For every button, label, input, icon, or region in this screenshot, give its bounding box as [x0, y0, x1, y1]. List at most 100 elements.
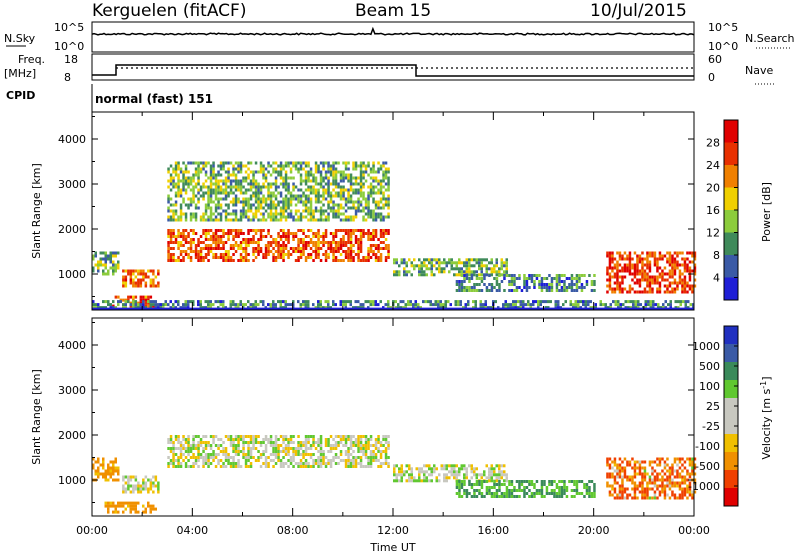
velocity-echo-cell: [372, 453, 375, 456]
power-echo-cell: [272, 167, 275, 171]
power-echo-cell: [633, 275, 637, 279]
power-echo-cell: [671, 257, 674, 261]
power-echo-cell: [545, 277, 549, 280]
power-echo-cell: [289, 209, 293, 213]
velocity-echo-cell: [676, 484, 679, 488]
power-echo-cell: [132, 284, 135, 288]
power-echo-cell: [681, 284, 684, 288]
power-echo-cell: [646, 251, 649, 255]
velocity-echo-cell: [137, 484, 140, 488]
velocity-echo-cell: [152, 475, 155, 479]
velocity-echo-cell: [473, 467, 476, 471]
velocity-echo-cell: [450, 464, 453, 468]
power-echo-cell: [239, 244, 243, 247]
velocity-echo-cell: [167, 465, 170, 468]
power-echo-cell: [199, 306, 202, 310]
velocity-echo-cell: [387, 441, 390, 444]
power-echo-cell: [508, 283, 511, 286]
power-echo-cell: [299, 161, 303, 165]
velocity-echo-cell: [423, 464, 426, 468]
power-echo-cell: [192, 188, 195, 192]
power-echo-cell: [691, 251, 694, 255]
velocity-echo-cell: [626, 496, 629, 500]
power-echo-cell: [169, 209, 173, 213]
velocity-echo-cell: [400, 473, 403, 477]
velocity-echo-cell: [204, 441, 208, 444]
power-echo-cell: [272, 256, 275, 259]
velocity-echo-cell: [498, 495, 501, 498]
power-echo-cell: [692, 303, 695, 307]
power-echo-cell: [398, 270, 401, 274]
velocity-echo-cell: [264, 459, 268, 462]
power-echo-cell: [322, 238, 325, 241]
velocity-echo-cell: [264, 438, 268, 441]
velocity-echo-cell: [535, 489, 539, 492]
power-echo-cell: [174, 209, 178, 213]
velocity-echo-cell: [480, 480, 484, 483]
power-echo-cell: [114, 269, 117, 273]
velocity-echo-cell: [259, 441, 263, 444]
power-echo-cell: [187, 182, 190, 186]
power-echo-cell: [485, 258, 488, 262]
power-echo-cell: [555, 283, 559, 286]
power-echo-cell: [234, 179, 238, 183]
velocity-echo-cell: [177, 462, 180, 465]
power-echo-cell: [317, 232, 320, 235]
power-echo-cell: [548, 286, 551, 289]
power-echo-cell: [453, 267, 456, 271]
velocity-echo-cell: [237, 459, 240, 462]
power-echo-cell: [194, 256, 198, 259]
power-echo-cell: [214, 206, 218, 210]
power-echo-cell: [229, 191, 233, 195]
power-echo-cell: [387, 253, 390, 256]
velocity-echo-cell: [317, 465, 320, 468]
velocity-echo-cell: [282, 435, 285, 438]
power-echo-cell: [214, 182, 218, 186]
power-echo-cell: [611, 269, 614, 273]
velocity-echo-cell: [329, 447, 333, 450]
power-echo-cell: [132, 295, 135, 299]
power-echo-cell: [352, 259, 355, 262]
velocity-echo-cell: [247, 465, 250, 468]
power-echo-cell: [334, 179, 338, 183]
velocity-echo-cell: [182, 438, 185, 441]
power-echo-cell: [287, 176, 290, 180]
power-echo-cell: [257, 203, 260, 207]
power-echo-cell: [661, 254, 664, 258]
power-echo-cell: [354, 235, 358, 238]
power-echo-cell: [317, 200, 320, 204]
power-echo-cell: [525, 283, 529, 286]
velocity-echo-cell: [540, 480, 544, 483]
velocity-echo-cell: [274, 444, 278, 447]
power-echo-cell: [397, 306, 400, 310]
velocity-echo-cell: [287, 453, 290, 456]
power-echo-cell: [693, 254, 697, 258]
velocity-echo-cell: [636, 496, 639, 500]
power-echo-cell: [232, 218, 235, 222]
power-echo-cell: [322, 179, 325, 183]
power-echo-cell: [202, 164, 205, 168]
power-echo-cell: [478, 261, 481, 265]
power-echo-cell: [152, 303, 155, 307]
power-echo-cell: [234, 229, 238, 232]
power-echo-cell: [249, 203, 253, 207]
velocity-echo-cell: [465, 470, 468, 474]
velocity-echo-cell: [616, 481, 619, 485]
power-echo-cell: [676, 251, 679, 255]
power-echo-cell: [347, 229, 350, 232]
velocity-echo-cell: [688, 493, 692, 497]
power-echo-cell: [159, 306, 162, 310]
power-echo-cell: [282, 179, 285, 183]
power-echo-cell: [222, 197, 225, 201]
power-echo-cell: [309, 203, 313, 207]
power-echo-cell: [483, 283, 486, 286]
power-echo-cell: [691, 254, 694, 258]
power-echo-cell: [224, 176, 228, 180]
velocity-echo-cell: [393, 479, 396, 483]
power-echo-cell: [344, 188, 348, 192]
power-echo-cell: [443, 267, 446, 271]
power-echo-cell: [262, 218, 265, 222]
velocity-echo-cell: [616, 472, 619, 476]
power-echo-cell: [621, 281, 624, 285]
power-echo-cell: [179, 209, 183, 213]
